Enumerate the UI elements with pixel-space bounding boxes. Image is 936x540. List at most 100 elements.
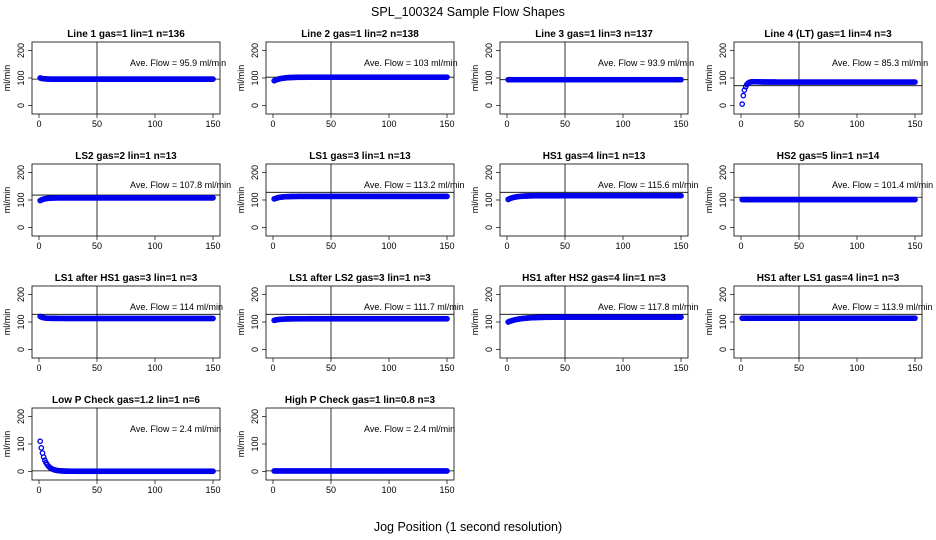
data-point bbox=[444, 468, 450, 474]
panel-2: Line 2 gas=1 lin=2 n=138 ml/min 0 100 200 0 50… bbox=[236, 29, 458, 129]
x-tick-label: 50 bbox=[326, 485, 336, 495]
flow-series bbox=[271, 315, 450, 324]
x-tick-label: 150 bbox=[205, 241, 220, 251]
y-axis-label: ml/min bbox=[2, 187, 12, 214]
y-tick-label: 0 bbox=[16, 469, 26, 474]
x-tick-label: 50 bbox=[92, 119, 102, 129]
y-tick-label: 0 bbox=[16, 347, 26, 352]
average-flow-annotation: Ave. Flow = 101.4 ml/min bbox=[832, 180, 933, 190]
x-tick-label: 100 bbox=[147, 363, 162, 373]
y-tick-label: 0 bbox=[484, 225, 494, 230]
panel-10: LS1 after LS2 gas=3 lin=1 n=3 ml/min 0 100 2… bbox=[236, 273, 464, 373]
x-tick-label: 150 bbox=[439, 119, 454, 129]
average-flow-annotation: Ave. Flow = 103 ml/min bbox=[364, 58, 458, 68]
data-point bbox=[678, 192, 684, 199]
data-point bbox=[678, 76, 684, 83]
y-tick-label: 0 bbox=[718, 347, 728, 352]
panel-8: HS2 gas=5 lin=1 n=14 ml/min 0 100 200 0 50 100 1… bbox=[704, 151, 933, 251]
panel-title: High P Check gas=1 lin=0.8 n=3 bbox=[285, 395, 436, 406]
x-tick-label: 0 bbox=[270, 241, 275, 251]
flow-series bbox=[271, 468, 450, 474]
y-tick-label: 0 bbox=[250, 103, 260, 108]
y-axis-label: ml/min bbox=[704, 65, 714, 92]
flow-series bbox=[271, 193, 450, 202]
average-flow-annotation: Ave. Flow = 95.9 ml/min bbox=[130, 58, 226, 68]
y-tick-label: 100 bbox=[718, 70, 728, 85]
y-tick-label: 100 bbox=[484, 70, 494, 85]
x-tick-label: 0 bbox=[738, 363, 743, 373]
y-tick-label: 200 bbox=[16, 409, 26, 424]
average-flow-annotation: Ave. Flow = 115.6 ml/min bbox=[598, 180, 698, 190]
y-tick-label: 0 bbox=[718, 103, 728, 108]
panel-title: Line 1 gas=1 lin=1 n=136 bbox=[67, 29, 185, 40]
y-axis-label: ml/min bbox=[236, 65, 246, 92]
y-tick-label: 200 bbox=[16, 43, 26, 58]
y-tick-label: 200 bbox=[250, 165, 260, 180]
average-flow-annotation: Ave. Flow = 114 ml/min bbox=[130, 302, 223, 312]
y-tick-label: 200 bbox=[16, 287, 26, 302]
x-tick-label: 100 bbox=[849, 241, 864, 251]
x-tick-label: 50 bbox=[326, 363, 336, 373]
flow-series bbox=[37, 438, 216, 475]
x-tick-label: 100 bbox=[147, 119, 162, 129]
x-axis-title: Jog Position (1 second resolution) bbox=[374, 520, 562, 534]
y-tick-label: 0 bbox=[250, 225, 260, 230]
x-tick-label: 50 bbox=[92, 363, 102, 373]
x-tick-label: 50 bbox=[92, 241, 102, 251]
data-point bbox=[38, 445, 45, 451]
y-tick-label: 100 bbox=[718, 314, 728, 329]
flow-series bbox=[505, 76, 684, 83]
data-point bbox=[678, 314, 684, 320]
average-flow-annotation: Ave. Flow = 113.9 ml/min bbox=[832, 302, 932, 312]
panel-13: Low P Check gas=1.2 lin=1 n=6 ml/min 0 100 2… bbox=[2, 395, 221, 495]
data-point bbox=[210, 315, 216, 322]
y-tick-label: 0 bbox=[250, 347, 260, 352]
x-tick-label: 50 bbox=[560, 119, 570, 129]
panel-title: LS1 gas=3 lin=1 n=13 bbox=[309, 151, 411, 162]
x-tick-label: 0 bbox=[738, 241, 743, 251]
y-tick-label: 200 bbox=[250, 409, 260, 424]
data-point bbox=[444, 193, 450, 200]
y-tick-label: 100 bbox=[484, 314, 494, 329]
y-axis-label: ml/min bbox=[236, 431, 246, 458]
panel-frame bbox=[499, 285, 689, 359]
y-axis-label: ml/min bbox=[236, 309, 246, 336]
panel-frame bbox=[733, 285, 923, 359]
data-point bbox=[37, 438, 44, 445]
flow-series bbox=[739, 196, 918, 203]
data-point bbox=[444, 315, 450, 322]
x-tick-label: 100 bbox=[615, 119, 630, 129]
x-tick-label: 0 bbox=[270, 485, 275, 495]
panel-title: Low P Check gas=1.2 lin=1 n=6 bbox=[52, 395, 200, 406]
y-axis-label: ml/min bbox=[470, 65, 480, 92]
y-axis-label: ml/min bbox=[2, 309, 12, 336]
flow-series bbox=[739, 78, 918, 107]
x-tick-label: 150 bbox=[907, 363, 922, 373]
y-axis-label: ml/min bbox=[2, 65, 12, 92]
x-tick-label: 150 bbox=[673, 119, 688, 129]
panel-title: LS2 gas=2 lin=1 n=13 bbox=[75, 151, 177, 162]
x-tick-label: 50 bbox=[326, 241, 336, 251]
panel-frame bbox=[265, 163, 455, 237]
y-axis-label: ml/min bbox=[236, 187, 246, 214]
panel-frame bbox=[733, 41, 923, 115]
panel-grid: Line 1 gas=1 lin=1 n=136 ml/min 0 100 200 0 50… bbox=[2, 29, 933, 495]
data-point bbox=[912, 79, 918, 85]
x-tick-label: 50 bbox=[794, 241, 804, 251]
average-flow-annotation: Ave. Flow = 113.2 ml/min bbox=[364, 180, 464, 190]
x-tick-label: 0 bbox=[504, 119, 509, 129]
panel-frame bbox=[499, 163, 689, 237]
panel-14: High P Check gas=1 lin=0.8 n=3 ml/min 0 100… bbox=[236, 395, 455, 495]
x-tick-label: 50 bbox=[794, 119, 804, 129]
average-flow-annotation: Ave. Flow = 2.4 ml/min bbox=[130, 424, 221, 434]
y-tick-label: 0 bbox=[16, 103, 26, 108]
x-tick-label: 100 bbox=[849, 363, 864, 373]
y-tick-label: 100 bbox=[250, 70, 260, 85]
panel-6: LS1 gas=3 lin=1 n=13 ml/min 0 100 200 0 50 100 1… bbox=[236, 151, 464, 251]
x-tick-label: 0 bbox=[270, 119, 275, 129]
flow-series bbox=[37, 75, 216, 82]
x-tick-label: 0 bbox=[738, 119, 743, 129]
x-tick-label: 100 bbox=[615, 363, 630, 373]
panel-7: HS1 gas=4 lin=1 n=13 ml/min 0 100 200 0 50 100 1… bbox=[470, 151, 698, 251]
